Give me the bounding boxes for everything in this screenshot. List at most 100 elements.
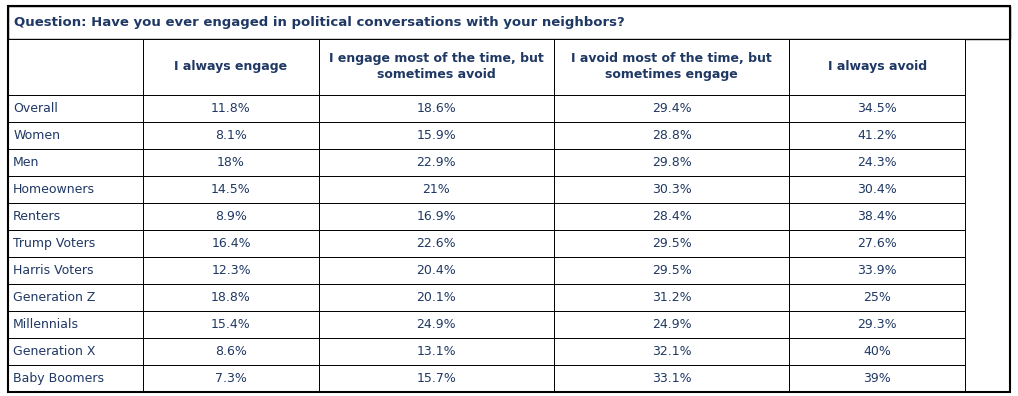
Text: 34.5%: 34.5% <box>857 102 897 115</box>
Bar <box>319 365 554 392</box>
Bar <box>554 149 790 176</box>
Text: 29.5%: 29.5% <box>652 264 691 277</box>
Text: 29.3%: 29.3% <box>857 318 897 331</box>
Text: 29.8%: 29.8% <box>652 156 691 169</box>
Bar <box>319 203 554 230</box>
Text: 8.6%: 8.6% <box>215 345 247 358</box>
Bar <box>790 39 965 95</box>
Text: Baby Boomers: Baby Boomers <box>13 372 104 385</box>
Text: 12.3%: 12.3% <box>211 264 250 277</box>
Bar <box>554 230 790 257</box>
Bar <box>790 257 965 284</box>
Text: 33.1%: 33.1% <box>652 372 691 385</box>
Bar <box>144 95 319 122</box>
Bar <box>8 122 144 149</box>
Text: 32.1%: 32.1% <box>652 345 691 358</box>
Bar <box>554 39 790 95</box>
Text: 33.9%: 33.9% <box>857 264 897 277</box>
Bar <box>319 149 554 176</box>
Text: 21%: 21% <box>422 183 450 196</box>
Bar <box>319 122 554 149</box>
Text: 15.9%: 15.9% <box>416 129 456 142</box>
Text: Overall: Overall <box>13 102 58 115</box>
Bar <box>554 257 790 284</box>
Bar <box>8 39 144 95</box>
Text: 15.4%: 15.4% <box>211 318 250 331</box>
Text: 18.6%: 18.6% <box>416 102 456 115</box>
Bar <box>319 257 554 284</box>
Text: 31.2%: 31.2% <box>652 291 691 304</box>
Text: 8.9%: 8.9% <box>215 210 247 223</box>
Text: 29.4%: 29.4% <box>652 102 691 115</box>
Text: 39%: 39% <box>863 372 891 385</box>
Bar <box>144 122 319 149</box>
Bar <box>554 365 790 392</box>
Text: Generation X: Generation X <box>13 345 96 358</box>
Bar <box>8 257 144 284</box>
Bar <box>8 95 144 122</box>
Bar <box>319 176 554 203</box>
Text: 22.6%: 22.6% <box>416 237 456 250</box>
Text: 30.3%: 30.3% <box>652 183 691 196</box>
Text: Renters: Renters <box>13 210 61 223</box>
Bar <box>790 365 965 392</box>
Text: 7.3%: 7.3% <box>215 372 247 385</box>
Text: 24.3%: 24.3% <box>857 156 897 169</box>
Bar <box>790 203 965 230</box>
Bar <box>8 6 1010 39</box>
Bar <box>144 338 319 365</box>
Text: 25%: 25% <box>863 291 891 304</box>
Text: Millennials: Millennials <box>13 318 79 331</box>
Text: 13.1%: 13.1% <box>416 345 456 358</box>
Text: 18.8%: 18.8% <box>211 291 251 304</box>
Bar <box>554 311 790 338</box>
Bar <box>554 176 790 203</box>
Text: 22.9%: 22.9% <box>416 156 456 169</box>
Bar <box>144 284 319 311</box>
Bar <box>554 338 790 365</box>
Text: 16.9%: 16.9% <box>416 210 456 223</box>
Bar <box>144 311 319 338</box>
Bar <box>790 338 965 365</box>
Text: Trump Voters: Trump Voters <box>13 237 96 250</box>
Bar <box>554 95 790 122</box>
Text: 8.1%: 8.1% <box>215 129 247 142</box>
Text: Generation Z: Generation Z <box>13 291 96 304</box>
Text: Homeowners: Homeowners <box>13 183 96 196</box>
Bar <box>8 203 144 230</box>
Bar <box>144 365 319 392</box>
Text: 38.4%: 38.4% <box>857 210 897 223</box>
Bar <box>8 338 144 365</box>
Text: 40%: 40% <box>863 345 891 358</box>
Bar <box>319 284 554 311</box>
Bar <box>144 149 319 176</box>
Text: Harris Voters: Harris Voters <box>13 264 94 277</box>
Text: 11.8%: 11.8% <box>211 102 250 115</box>
Bar <box>319 39 554 95</box>
Bar <box>319 338 554 365</box>
Bar <box>790 311 965 338</box>
Bar <box>144 203 319 230</box>
Text: 29.5%: 29.5% <box>652 237 691 250</box>
Bar <box>790 122 965 149</box>
Text: 30.4%: 30.4% <box>857 183 897 196</box>
Bar <box>319 230 554 257</box>
Bar <box>144 39 319 95</box>
Text: 20.4%: 20.4% <box>416 264 456 277</box>
Text: 24.9%: 24.9% <box>416 318 456 331</box>
Text: 28.4%: 28.4% <box>652 210 691 223</box>
Bar <box>790 95 965 122</box>
Text: 16.4%: 16.4% <box>211 237 250 250</box>
Text: 28.8%: 28.8% <box>652 129 691 142</box>
Bar <box>8 230 144 257</box>
Text: I engage most of the time, but
sometimes avoid: I engage most of the time, but sometimes… <box>329 52 544 81</box>
Bar <box>790 230 965 257</box>
Bar <box>144 176 319 203</box>
Text: 14.5%: 14.5% <box>211 183 250 196</box>
Bar <box>554 203 790 230</box>
Bar <box>790 149 965 176</box>
Text: Men: Men <box>13 156 40 169</box>
Bar <box>554 122 790 149</box>
Text: I avoid most of the time, but
sometimes engage: I avoid most of the time, but sometimes … <box>571 52 773 81</box>
Bar <box>319 311 554 338</box>
